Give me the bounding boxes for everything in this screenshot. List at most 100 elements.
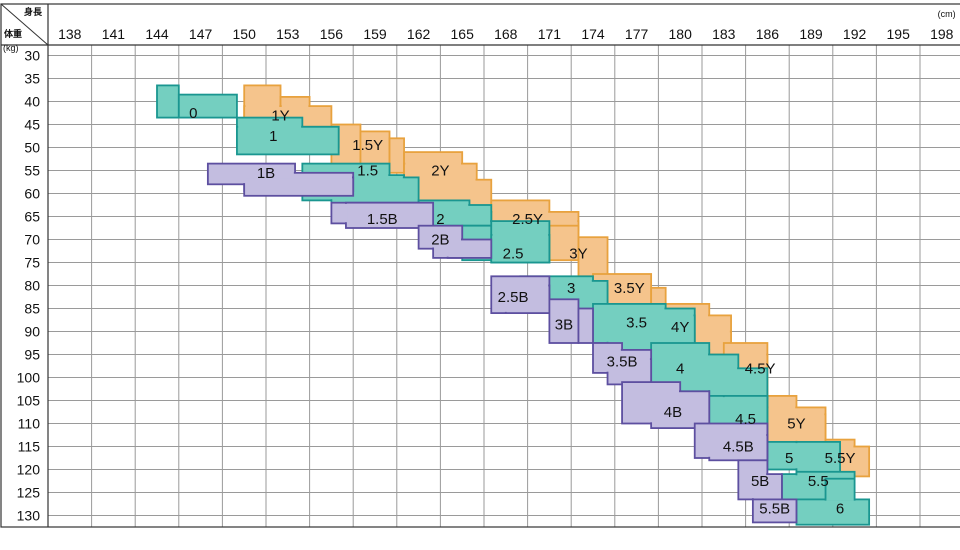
size-zone-label: 2Y xyxy=(431,163,449,180)
size-zone-fill xyxy=(238,128,338,154)
size-zone-label: 1.5 xyxy=(357,163,378,180)
size-zone-fill xyxy=(826,479,854,501)
size-zone xyxy=(766,440,841,475)
x-tick-label: 180 xyxy=(669,26,693,42)
x-tick-label: 138 xyxy=(58,26,82,42)
size-zone xyxy=(766,394,827,448)
size-zone xyxy=(621,381,711,429)
size-zone-label: 3 xyxy=(567,280,575,297)
y-tick-label: 95 xyxy=(24,347,40,363)
size-zone-fill xyxy=(754,500,796,522)
size-zone-fill xyxy=(754,475,781,499)
y-tick-label: 40 xyxy=(24,94,40,110)
size-zone-label: 5B xyxy=(751,473,769,490)
x-tick-label: 177 xyxy=(625,26,649,42)
header-weight-label: 体重 xyxy=(4,28,22,40)
size-zone xyxy=(417,224,493,259)
size-zone-label: 2.5Y xyxy=(512,211,543,228)
x-tick-label: 144 xyxy=(145,26,169,42)
header-height-label: 身長 xyxy=(24,6,43,18)
x-tick-label: 147 xyxy=(189,26,213,42)
size-zone xyxy=(795,477,871,526)
x-tick-label: 156 xyxy=(320,26,344,42)
chart-frame xyxy=(0,3,960,528)
size-zone-label: 1.5B xyxy=(367,211,398,228)
size-zone-fill xyxy=(710,436,767,460)
size-zone-label: 3.5 xyxy=(626,314,647,331)
size-zone-fill xyxy=(434,206,491,220)
size-zone-fill xyxy=(390,178,418,207)
size-zone-label: 2B xyxy=(431,232,449,249)
size-zone xyxy=(592,342,653,386)
size-zone-label: 3.5Y xyxy=(614,280,645,297)
corner-diagonal xyxy=(0,3,49,46)
size-zone-fill xyxy=(579,238,607,276)
x-tick-label: 150 xyxy=(233,26,257,42)
y-tick-label: 35 xyxy=(24,71,40,87)
x-tick-label: 183 xyxy=(712,26,736,42)
x-tick-label: 174 xyxy=(581,26,605,42)
x-tick-label: 195 xyxy=(887,26,911,42)
y-tick-label: 130 xyxy=(17,508,41,524)
size-zone-label: 1B xyxy=(257,165,275,182)
size-zone-fill xyxy=(180,95,236,117)
x-tick-label: 168 xyxy=(494,26,518,42)
size-zone xyxy=(490,275,551,315)
size-zone-fill xyxy=(347,203,432,227)
size-zone-label: 2.5 xyxy=(503,245,524,262)
size-zone-label: 1 xyxy=(269,128,277,145)
size-zone xyxy=(751,498,798,524)
size-zone-fill xyxy=(550,226,578,259)
size-zone xyxy=(330,201,435,229)
y-tick-label: 120 xyxy=(17,462,41,478)
x-tick-label: 192 xyxy=(843,26,867,42)
y-tick-label: 55 xyxy=(24,163,40,179)
size-zone-fill xyxy=(158,86,178,117)
size-zone-label: 3Y xyxy=(569,245,587,262)
size-zone-fill xyxy=(507,286,549,312)
size-zone-label: 1.5Y xyxy=(352,137,383,154)
size-zone xyxy=(206,162,355,197)
x-unit-label: (cm) xyxy=(938,9,956,19)
x-tick-label: 189 xyxy=(799,26,823,42)
size-zone-fill xyxy=(492,201,549,216)
size-zone-label: 5.5 xyxy=(808,473,829,490)
size-zone-label: 6 xyxy=(836,501,844,518)
size-zone xyxy=(417,199,493,227)
x-tick-label: 198 xyxy=(930,26,954,42)
size-zone-fill xyxy=(448,240,491,257)
size-zone-fill xyxy=(390,139,403,172)
size-zone-label: 3B xyxy=(555,317,573,334)
size-zone-fill xyxy=(550,300,578,342)
x-tick-label: 153 xyxy=(276,26,300,42)
size-zone-label: 4.5B xyxy=(723,439,754,456)
size-zone-label: 2.5B xyxy=(498,289,529,306)
y-tick-label: 90 xyxy=(24,324,40,340)
size-zones xyxy=(156,84,871,526)
size-zone-label: 5 xyxy=(785,450,793,467)
x-tick-label: 159 xyxy=(363,26,387,42)
size-zone-label: 3.5B xyxy=(607,353,638,370)
y-tick-label: 85 xyxy=(24,301,40,317)
y-tick-label: 60 xyxy=(24,186,40,202)
size-zone-label: 5.5B xyxy=(759,501,790,518)
size-zone-label: 4.5 xyxy=(735,411,756,428)
size-zone-label: 4Y xyxy=(671,319,689,336)
y-tick-label: 50 xyxy=(24,140,40,156)
size-zone-fill xyxy=(841,447,868,476)
y-tick-label: 110 xyxy=(18,416,41,432)
y-unit-label: (kg) xyxy=(3,43,19,53)
size-zone-label: 4 xyxy=(676,360,684,377)
size-zone-fill xyxy=(797,415,825,446)
y-tick-label: 65 xyxy=(24,209,40,225)
size-zone-label: 2 xyxy=(436,211,444,228)
size-zone-label: 0 xyxy=(189,105,197,122)
size-zone-fill xyxy=(797,500,868,524)
size-zone-labels: 0 1Y 1 1B 1.5Y 1.5 1.5B 2Y 2 2B 2.5Y 2.5 2.5B 3Y 3 3B 3.… xyxy=(189,105,855,518)
y-tick-label: 105 xyxy=(17,393,41,409)
size-zone xyxy=(156,84,238,119)
y-tick-label: 75 xyxy=(24,255,40,271)
y-tick-label: 100 xyxy=(17,370,41,386)
y-tick-label: 80 xyxy=(24,278,40,294)
